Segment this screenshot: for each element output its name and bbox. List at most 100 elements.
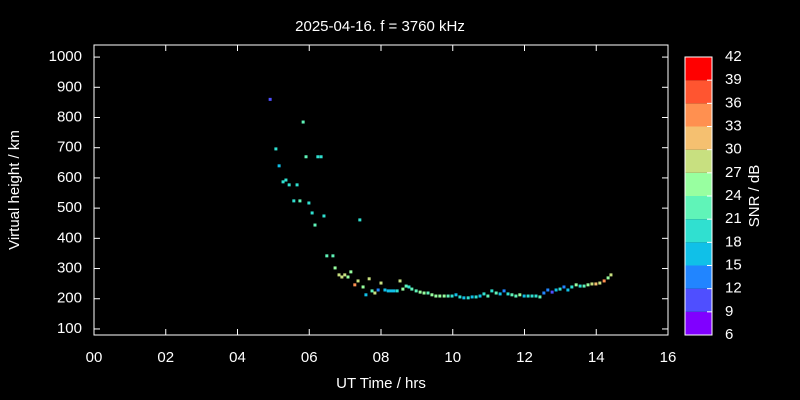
point (426, 291, 430, 295)
point (482, 292, 486, 296)
point (538, 295, 542, 299)
point (498, 292, 502, 296)
point (442, 294, 446, 298)
point (298, 199, 302, 203)
point (274, 147, 278, 151)
point (310, 211, 314, 215)
colorbar-tick-label: 9 (725, 303, 733, 320)
point (502, 289, 506, 293)
colorbar-tick-label: 36 (725, 94, 742, 111)
point (281, 180, 285, 184)
point (470, 295, 474, 299)
colorbar-swatch (685, 149, 712, 173)
point (506, 292, 510, 296)
colorbar-tick-label: 39 (725, 71, 742, 88)
point (438, 294, 442, 298)
x-tick-label: 02 (157, 349, 174, 366)
colorbar-tick-label: 24 (725, 187, 742, 204)
point (522, 294, 526, 298)
point (361, 285, 365, 289)
point (446, 294, 450, 298)
y-tick-label: 700 (57, 139, 82, 156)
point (574, 283, 578, 287)
point (566, 288, 570, 292)
x-axis-label: UT Time / hrs (336, 375, 426, 392)
point (586, 283, 590, 287)
point (389, 289, 393, 293)
x-tick-label: 06 (301, 349, 318, 366)
point (558, 287, 562, 291)
colorbar-swatch (685, 311, 712, 335)
colorbar-swatch (685, 265, 712, 289)
point (284, 178, 288, 182)
point (379, 281, 383, 285)
point (606, 276, 610, 280)
colorbar-swatch (685, 288, 712, 312)
point (590, 282, 594, 286)
point (418, 290, 422, 294)
point (340, 275, 344, 279)
colorbar-swatch (685, 196, 712, 220)
point (410, 287, 414, 291)
colorbar-tick-label: 12 (725, 280, 742, 297)
colorbar-tick-label: 27 (725, 164, 742, 181)
point (578, 284, 582, 288)
x-tick-label: 16 (660, 349, 677, 366)
y-tick-label: 400 (57, 229, 82, 246)
point (554, 288, 558, 292)
chart-title: 2025-04-16. f = 3760 kHz (295, 18, 465, 35)
colorbar-swatch (685, 126, 712, 150)
y-axis-label: Virtual height / km (6, 130, 23, 250)
point (331, 254, 335, 258)
point (319, 155, 323, 159)
point (562, 285, 566, 289)
point (602, 279, 606, 283)
colorbar-label: SNR / dB (746, 165, 763, 228)
colorbar-tick-label: 33 (725, 117, 742, 134)
x-tick-label: 04 (229, 349, 246, 366)
colorbar-swatch (685, 242, 712, 266)
point (594, 282, 598, 286)
colorbar-swatch (685, 57, 712, 81)
point (414, 289, 418, 293)
point (404, 284, 408, 288)
point (478, 294, 482, 298)
y-tick-label: 100 (57, 320, 82, 337)
point (550, 290, 554, 294)
point (454, 293, 458, 297)
point (486, 294, 490, 298)
point (401, 287, 405, 291)
x-tick-label: 10 (444, 349, 461, 366)
point (407, 285, 411, 289)
point (530, 294, 534, 298)
point (514, 294, 518, 298)
point (518, 293, 522, 297)
y-tick-label: 200 (57, 290, 82, 307)
colorbar-swatch (685, 80, 712, 104)
point (337, 273, 341, 277)
colorbar-tick-label: 18 (725, 233, 742, 250)
y-tick-label: 600 (57, 169, 82, 186)
point (316, 155, 320, 159)
point (542, 291, 546, 295)
point (450, 294, 454, 298)
point (458, 295, 462, 299)
point (422, 291, 426, 295)
x-tick-label: 12 (516, 349, 533, 366)
point (598, 281, 602, 285)
x-tick-label: 14 (588, 349, 605, 366)
point (510, 293, 514, 297)
point (349, 270, 353, 274)
y-tick-label: 1000 (49, 48, 82, 65)
point (392, 289, 396, 293)
y-tick-label: 900 (57, 78, 82, 95)
point (474, 295, 478, 299)
point (434, 294, 438, 298)
point (370, 289, 374, 293)
y-tick-label: 500 (57, 199, 82, 216)
x-tick-label: 08 (373, 349, 390, 366)
point (395, 289, 399, 293)
colorbar-tick-label: 15 (725, 256, 742, 273)
point (346, 275, 350, 279)
